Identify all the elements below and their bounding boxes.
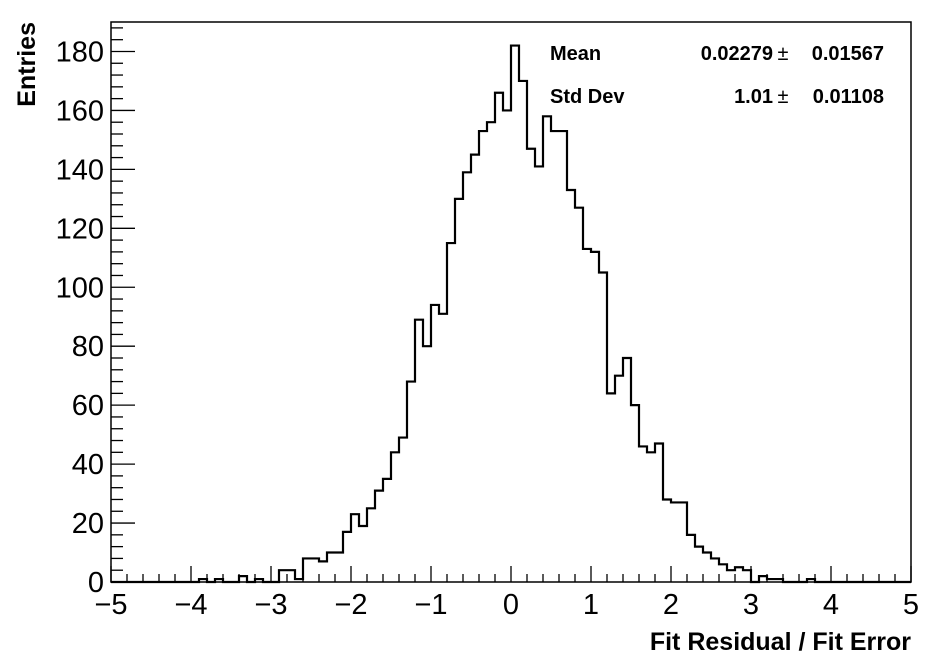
stat-stddev-label: Std Dev bbox=[550, 86, 625, 108]
y-tick-label: 80 bbox=[72, 331, 104, 363]
histogram-series bbox=[111, 44, 911, 584]
y-tick-label: 60 bbox=[72, 390, 104, 422]
x-axis-ticks bbox=[110, 566, 912, 582]
y-tick-label: 100 bbox=[56, 272, 104, 304]
stat-stddev-pm: ± bbox=[778, 86, 789, 108]
x-tick-label: −3 bbox=[254, 589, 287, 621]
stat-mean-value: 0.02279 bbox=[701, 43, 773, 65]
y-tick-label: 160 bbox=[56, 95, 104, 127]
x-tick-label: −1 bbox=[414, 589, 447, 621]
x-axis-title: Fit Residual / Fit Error bbox=[650, 628, 911, 656]
stats-box: Mean 0.02279 ± 0.01567 Std Dev 1.01 ± 0.… bbox=[550, 43, 884, 108]
x-tick-label: −4 bbox=[174, 589, 207, 621]
x-axis-tick-labels: −5 −4 −3 −2 −1 0 1 2 3 4 5 bbox=[94, 589, 919, 621]
stat-mean-error: 0.01567 bbox=[812, 43, 884, 65]
y-axis-ticks bbox=[111, 27, 135, 583]
x-tick-label: 3 bbox=[743, 589, 759, 621]
x-tick-label: 5 bbox=[903, 589, 919, 621]
y-tick-label: 20 bbox=[72, 508, 104, 540]
stat-stddev-error: 0.01108 bbox=[813, 86, 884, 108]
x-tick-label: −5 bbox=[94, 589, 127, 621]
x-tick-label: 2 bbox=[663, 589, 679, 621]
y-axis-tick-labels: 0 20 40 60 80 100 120 140 160 180 bbox=[56, 36, 104, 599]
stat-mean-pm: ± bbox=[778, 43, 789, 65]
stat-mean-label: Mean bbox=[550, 43, 601, 65]
y-axis-title: Entries bbox=[13, 22, 41, 107]
x-tick-label: 1 bbox=[583, 589, 599, 621]
y-tick-label: 40 bbox=[72, 449, 104, 481]
stat-stddev-value: 1.01 bbox=[734, 86, 773, 108]
y-tick-label: 120 bbox=[56, 213, 104, 245]
y-tick-label: 140 bbox=[56, 154, 104, 186]
y-tick-label: 0 bbox=[88, 567, 104, 599]
x-tick-label: 4 bbox=[823, 589, 839, 621]
y-tick-label: 180 bbox=[56, 36, 104, 68]
x-tick-label: −2 bbox=[334, 589, 367, 621]
x-tick-label: 0 bbox=[503, 589, 519, 621]
